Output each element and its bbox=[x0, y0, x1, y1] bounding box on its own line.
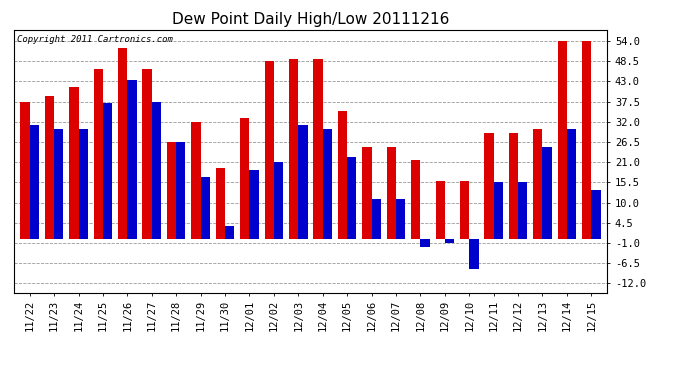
Bar bbox=[152, 102, 161, 239]
Bar bbox=[103, 104, 112, 239]
Title: Dew Point Daily High/Low 20111216: Dew Point Daily High/Low 20111216 bbox=[172, 12, 449, 27]
Bar bbox=[323, 129, 332, 239]
Bar bbox=[445, 239, 454, 243]
Bar bbox=[396, 199, 405, 239]
Bar bbox=[484, 133, 493, 239]
Bar bbox=[143, 69, 152, 239]
Bar bbox=[225, 226, 235, 239]
Bar bbox=[591, 190, 600, 239]
Bar bbox=[567, 129, 576, 239]
Bar bbox=[313, 59, 323, 239]
Bar bbox=[191, 122, 201, 239]
Bar bbox=[128, 80, 137, 239]
Bar bbox=[347, 157, 357, 239]
Bar bbox=[509, 133, 518, 239]
Text: Copyright 2011 Cartronics.com: Copyright 2011 Cartronics.com bbox=[17, 35, 172, 44]
Bar bbox=[264, 61, 274, 239]
Bar bbox=[338, 111, 347, 239]
Bar bbox=[176, 142, 186, 239]
Bar bbox=[250, 170, 259, 239]
Bar bbox=[542, 147, 552, 239]
Bar bbox=[45, 96, 54, 239]
Bar bbox=[533, 129, 542, 239]
Bar bbox=[420, 239, 430, 247]
Bar bbox=[469, 239, 478, 268]
Bar bbox=[435, 180, 445, 239]
Bar bbox=[386, 147, 396, 239]
Bar bbox=[21, 102, 30, 239]
Bar bbox=[69, 87, 79, 239]
Bar bbox=[371, 199, 381, 239]
Bar bbox=[30, 126, 39, 239]
Bar bbox=[54, 129, 63, 239]
Bar bbox=[118, 48, 128, 239]
Bar bbox=[298, 126, 308, 239]
Bar bbox=[518, 182, 527, 239]
Bar bbox=[362, 147, 371, 239]
Bar bbox=[240, 118, 250, 239]
Bar bbox=[411, 160, 420, 239]
Bar bbox=[582, 41, 591, 239]
Bar bbox=[94, 69, 103, 239]
Bar bbox=[289, 59, 298, 239]
Bar bbox=[167, 142, 176, 239]
Bar bbox=[201, 177, 210, 239]
Bar bbox=[493, 182, 503, 239]
Bar bbox=[274, 162, 283, 239]
Bar bbox=[460, 180, 469, 239]
Bar bbox=[216, 168, 225, 239]
Bar bbox=[79, 129, 88, 239]
Bar bbox=[558, 41, 567, 239]
